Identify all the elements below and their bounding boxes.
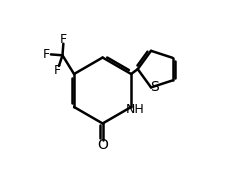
Text: F: F xyxy=(43,48,50,61)
Text: O: O xyxy=(97,138,108,151)
Text: F: F xyxy=(60,33,67,46)
Text: NH: NH xyxy=(126,103,145,116)
Text: S: S xyxy=(151,80,159,94)
Text: F: F xyxy=(54,64,61,77)
